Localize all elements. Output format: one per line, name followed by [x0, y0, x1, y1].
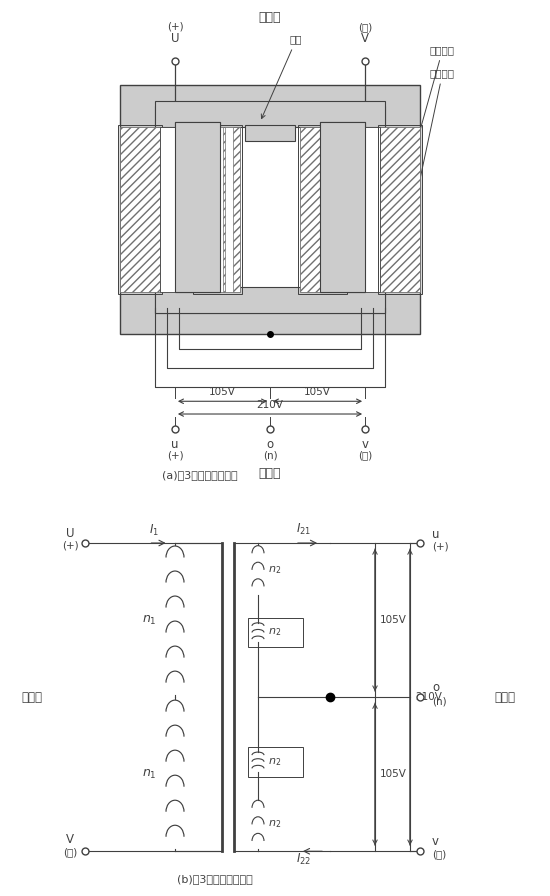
Bar: [300, 127, 345, 292]
Text: $n_2$: $n_2$: [268, 756, 281, 768]
Text: (b)単3式変圧器の結線: (b)単3式変圧器の結線: [177, 874, 253, 884]
Text: $I_1$: $I_1$: [148, 523, 158, 538]
Text: 一次巻線: 一次巻線: [408, 68, 455, 232]
Bar: [380, 127, 420, 292]
Bar: [378, 125, 422, 294]
Text: $n_1$: $n_1$: [142, 614, 157, 626]
Text: 二次側: 二次側: [258, 467, 281, 480]
Bar: [205, 127, 213, 292]
Bar: [320, 122, 365, 292]
Text: U: U: [170, 31, 179, 45]
Text: 二次巻線: 二次巻線: [398, 45, 455, 205]
Text: o: o: [432, 681, 439, 694]
Text: (a)単3式変圧器の構造: (a)単3式変圧器の構造: [162, 470, 238, 480]
Text: $n_1$: $n_1$: [142, 768, 157, 780]
Text: o: o: [266, 438, 273, 452]
Bar: [193, 125, 242, 294]
Text: $n_2$: $n_2$: [268, 819, 281, 831]
Text: V: V: [66, 833, 74, 847]
Text: U: U: [66, 527, 74, 540]
Text: V: V: [361, 31, 369, 45]
Text: 105V: 105V: [304, 387, 331, 397]
Bar: [245, 125, 295, 142]
Text: (+): (+): [432, 542, 449, 552]
Bar: [120, 85, 420, 334]
Bar: [155, 106, 385, 314]
Bar: [320, 122, 365, 292]
Text: 105V: 105V: [209, 387, 236, 397]
Bar: [155, 287, 385, 314]
Bar: [118, 125, 162, 294]
Text: (n): (n): [432, 696, 447, 706]
Text: (－): (－): [358, 450, 372, 461]
Text: $I_{21}$: $I_{21}$: [296, 522, 312, 538]
Text: (－): (－): [63, 848, 77, 857]
Bar: [215, 127, 223, 292]
Text: u: u: [171, 438, 179, 452]
Text: 210V: 210V: [256, 400, 283, 409]
Bar: [298, 125, 347, 294]
Text: 一次側: 一次側: [258, 11, 281, 23]
Text: (+): (+): [167, 22, 183, 32]
Bar: [120, 127, 160, 292]
Text: 105V: 105V: [380, 615, 407, 625]
Text: (n): (n): [263, 450, 277, 461]
Bar: [175, 122, 220, 292]
Text: (+): (+): [167, 450, 183, 461]
Bar: [160, 127, 175, 292]
Text: v: v: [361, 438, 369, 452]
Bar: [195, 127, 240, 292]
Bar: [248, 617, 303, 648]
Bar: [155, 101, 385, 127]
Text: v: v: [432, 835, 439, 849]
Text: 鉄心: 鉄心: [261, 34, 303, 118]
Text: u: u: [432, 528, 439, 541]
Text: (－): (－): [432, 849, 446, 859]
Text: 105V: 105V: [380, 769, 407, 780]
Text: $n_2$: $n_2$: [268, 564, 281, 576]
Bar: [248, 747, 303, 777]
Text: 二次側: 二次側: [494, 691, 515, 703]
Bar: [175, 122, 220, 292]
Bar: [365, 127, 380, 292]
Bar: [225, 127, 233, 292]
Text: (－): (－): [358, 22, 372, 32]
Text: 一次側: 一次側: [21, 691, 42, 703]
Text: $n_2$: $n_2$: [268, 626, 281, 638]
Text: $I_{22}$: $I_{22}$: [296, 852, 311, 867]
Text: 210V: 210V: [415, 692, 442, 702]
Text: (+): (+): [62, 541, 78, 551]
Bar: [195, 127, 203, 292]
